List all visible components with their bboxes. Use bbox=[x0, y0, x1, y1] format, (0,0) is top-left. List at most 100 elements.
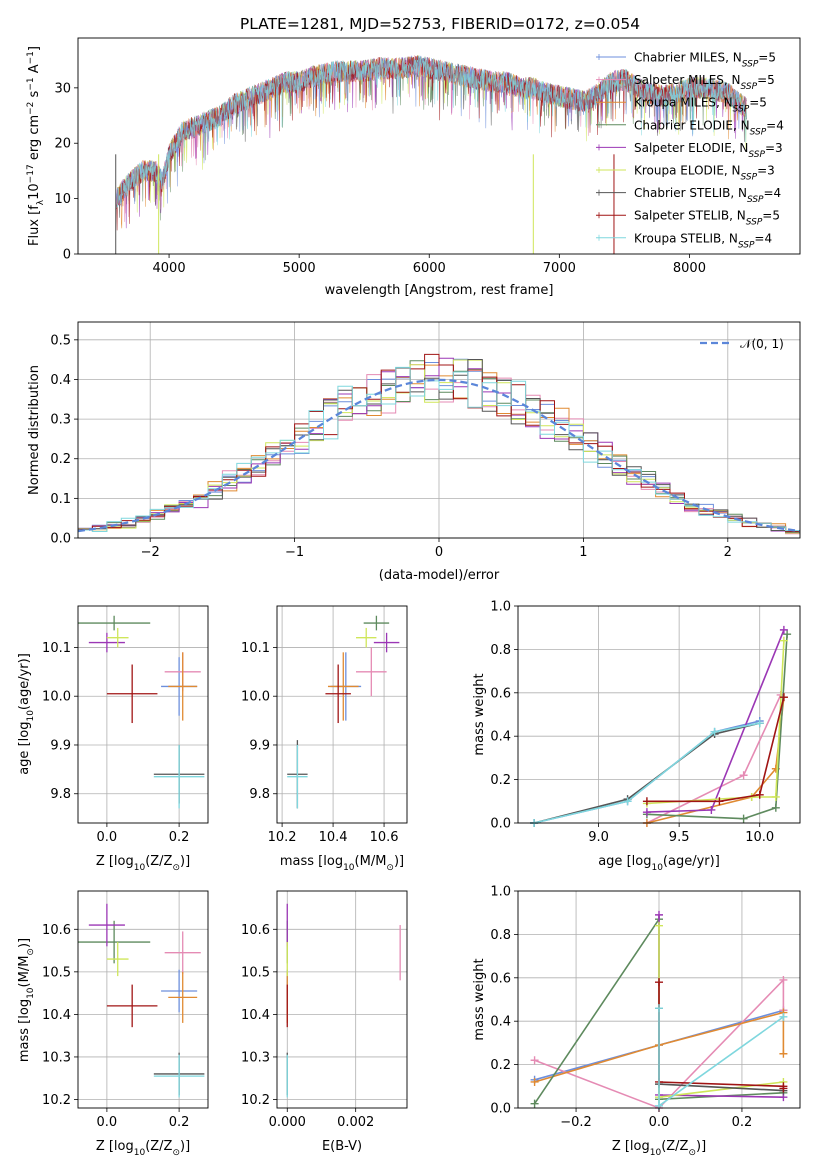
mass_vs_Z-plot bbox=[78, 903, 205, 1098]
age_vs_Z-plot bbox=[78, 615, 205, 809]
age_vs_mass-plot bbox=[287, 615, 400, 809]
y-tick-label: 10.6 bbox=[42, 923, 71, 938]
y-tick-label: 0.0 bbox=[490, 817, 511, 832]
y-tick-label: 10.4 bbox=[241, 1008, 270, 1023]
series-point bbox=[783, 630, 792, 639]
series-line bbox=[533, 722, 760, 824]
legend-entry: Chabrier STELIB, NSSP=4 bbox=[634, 186, 781, 205]
weight_vs_age-plot bbox=[530, 625, 792, 827]
errorbar-salpeter-elodie bbox=[88, 903, 125, 947]
x-axis-label: Z [log10(Z/Z⊙)] bbox=[96, 1139, 190, 1158]
errorbar-kroupa-elodie bbox=[106, 942, 129, 977]
histogram-salpeter-elodie bbox=[78, 357, 800, 532]
series-line bbox=[646, 640, 785, 805]
axes-frame bbox=[77, 890, 209, 1109]
residuals-plot bbox=[77, 353, 801, 535]
mass_vs_ebv-plot bbox=[286, 903, 401, 1098]
y-tick-label: 10 bbox=[54, 192, 71, 207]
series-kroupa-elodie bbox=[642, 636, 788, 808]
y-tick-label: 0.4 bbox=[490, 1015, 511, 1030]
x-tick-label: 10.0 bbox=[745, 830, 774, 845]
series-point bbox=[655, 978, 663, 987]
x-tick-label: 0 bbox=[435, 545, 443, 560]
histogram-kroupa-stelib bbox=[78, 366, 800, 532]
series-point bbox=[771, 792, 780, 801]
y-tick-label: 10.2 bbox=[42, 1093, 71, 1108]
x-tick-label: 0.0 bbox=[97, 1115, 118, 1130]
series-chabrier-elodie bbox=[642, 630, 792, 823]
x-tick-label: 0.0 bbox=[649, 1115, 670, 1130]
x-tick-label: −0.2 bbox=[560, 1115, 592, 1130]
x-axis-label: age [log10(age/yr)] bbox=[598, 854, 720, 873]
errorbar-kroupa-miles bbox=[168, 971, 198, 1023]
x-tick-label: 0.2 bbox=[169, 830, 190, 845]
y-tick-label: 10.3 bbox=[42, 1050, 71, 1065]
series-point bbox=[655, 1004, 663, 1013]
y-tick-label: 0.0 bbox=[490, 1102, 511, 1117]
legend-entry: Kroupa ELODIE, NSSP=3 bbox=[634, 164, 775, 183]
legend-entry: Salpeter STELIB, NSSP=5 bbox=[634, 209, 780, 228]
series-point bbox=[779, 693, 788, 702]
y-tick-label: 1.0 bbox=[490, 885, 511, 900]
axes-frame bbox=[276, 605, 408, 824]
y-axis-label: mass weight bbox=[472, 958, 487, 1040]
mass_vs_ebv-axes: 0.000 0.002 10.2 10.3 10.4 10.5 10.6 E(B-V) bbox=[241, 890, 408, 1154]
y-axis-label: Flux [fλ10−17 erg cm−2 s−1 A−1] bbox=[26, 46, 46, 246]
y-tick-label: 0.1 bbox=[50, 492, 71, 507]
y-tick-label: 10.3 bbox=[241, 1050, 270, 1065]
x-axis-label: wavelength [Angstrom, rest frame] bbox=[325, 283, 554, 298]
series-point bbox=[655, 910, 663, 919]
y-tick-label: 0.3 bbox=[50, 413, 71, 428]
y-tick-label: 10.6 bbox=[241, 923, 270, 938]
series-point bbox=[779, 636, 788, 645]
series-point bbox=[779, 975, 788, 984]
x-axis-label: Z [log10(Z/Z⊙)] bbox=[612, 1139, 706, 1158]
series-point bbox=[739, 771, 748, 780]
series-point bbox=[755, 790, 764, 799]
x-tick-label: 6000 bbox=[413, 261, 446, 276]
series-point bbox=[715, 797, 724, 806]
x-tick-label: 9.0 bbox=[588, 830, 609, 845]
errorbar-salpeter-miles bbox=[164, 931, 201, 974]
axes-frame bbox=[276, 890, 408, 1109]
mass_vs_Z-axes: 0.0 0.2 10.2 10.3 10.4 10.5 10.6 Z [log10(Z/Z⊙)… bbox=[17, 890, 209, 1158]
legend-entry: Kroupa MILES, NSSP=5 bbox=[634, 96, 767, 115]
x-tick-label: 10.2 bbox=[268, 830, 297, 845]
y-tick-label: 10.0 bbox=[42, 690, 71, 705]
weight_vs_Z-plot bbox=[530, 910, 788, 1112]
y-tick-label: 0.4 bbox=[490, 730, 511, 745]
y-axis-label: Normed distribution bbox=[27, 365, 42, 495]
y-tick-label: 0.6 bbox=[490, 686, 511, 701]
y-axis-label: mass [log10(M/M⊙)] bbox=[17, 938, 36, 1062]
y-tick-label: 9.8 bbox=[249, 787, 270, 802]
x-tick-label: 10.6 bbox=[370, 830, 399, 845]
errorbar-kroupa-stelib bbox=[153, 744, 205, 809]
errorbar-chabrier-elodie bbox=[78, 615, 151, 631]
residuals-axes: −2 −1 0 1 2 0.0 0.1 0.2 0.3 0.4 0.5 (data-model)/er… bbox=[27, 321, 801, 583]
series-line bbox=[534, 1011, 785, 1083]
x-tick-label: 4000 bbox=[153, 261, 186, 276]
series-point bbox=[710, 727, 719, 736]
x-tick-label: 0.2 bbox=[732, 1115, 753, 1130]
errorbar-chabrier-elodie bbox=[78, 920, 151, 964]
errorbar-kroupa-stelib bbox=[153, 1054, 205, 1098]
x-tick-label: −1 bbox=[285, 545, 304, 560]
y-tick-label: 0 bbox=[63, 248, 71, 263]
y-tick-label: 0.8 bbox=[490, 928, 511, 943]
errorbar-kroupa-elodie bbox=[356, 627, 377, 648]
x-axis-label: E(B-V) bbox=[322, 1139, 362, 1154]
y-tick-label: 0.4 bbox=[50, 373, 71, 388]
y-tick-label: 20 bbox=[54, 137, 71, 152]
spectrum-axes: 4000 5000 6000 7000 8000 0 10 20 30 wavelength [A… bbox=[26, 37, 801, 298]
axes-frame bbox=[517, 605, 801, 824]
y-tick-label: 0.0 bbox=[50, 532, 71, 547]
errorbar-kroupa-elodie bbox=[106, 627, 129, 648]
x-axis-label: mass [log10(M/M⊙)] bbox=[280, 854, 404, 873]
y-tick-label: 0.5 bbox=[50, 333, 71, 348]
errorbar-salpeter-stelib bbox=[106, 664, 158, 724]
x-tick-label: 9.5 bbox=[669, 830, 690, 845]
legend-entry: Chabrier MILES, NSSP=5 bbox=[634, 51, 776, 70]
y-tick-label: 9.8 bbox=[50, 787, 71, 802]
series-point bbox=[739, 814, 748, 823]
series-salpeter-stelib bbox=[642, 693, 788, 806]
